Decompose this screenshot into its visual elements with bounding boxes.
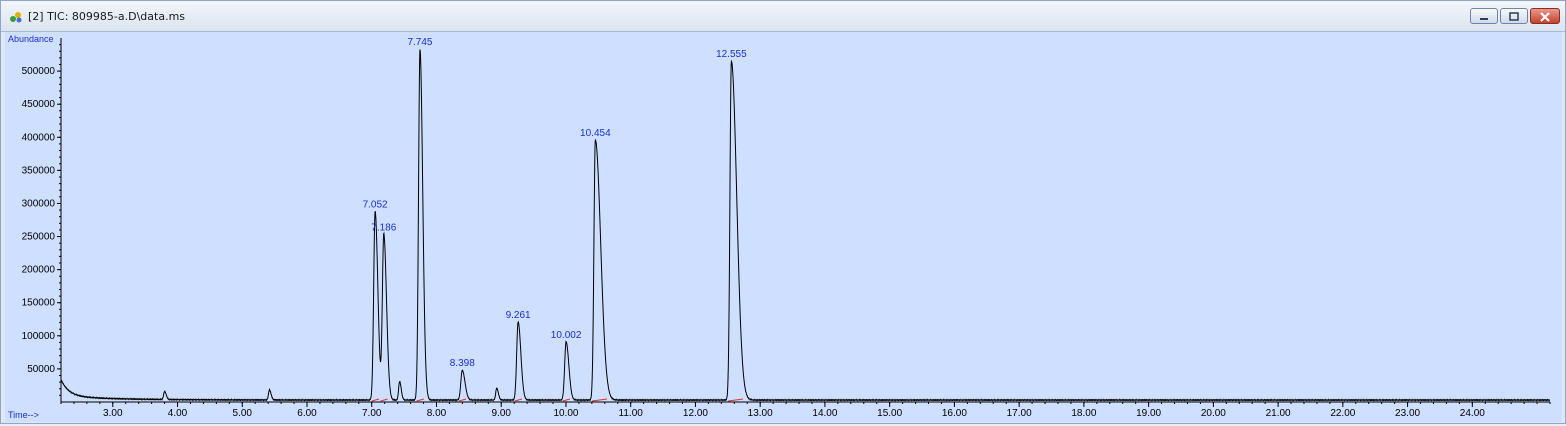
peak-labels: 7.052 7.186 7.745 8.398 9.261 10.002 10.454 12.…	[363, 37, 748, 369]
x-axis-title: Time-->	[8, 410, 39, 420]
y-tick-label: 350000	[22, 165, 56, 176]
x-tick-label: 13.00	[748, 408, 773, 419]
y-tick-label: 250000	[22, 232, 56, 243]
x-tick-labels: 3.00 4.00 5.00 6.00 7.00 8.00 9.00 10.00 11.00 12…	[103, 408, 1485, 419]
chart-axes	[57, 38, 1551, 407]
integration-baseline	[514, 398, 523, 402]
x-tick-label: 22.00	[1330, 408, 1355, 419]
y-tick-labels: 50000 100000 150000 200000 250000 300000 35000…	[22, 66, 56, 375]
peak-label: 7.052	[363, 199, 388, 210]
x-tick-label: 19.00	[1136, 408, 1161, 419]
x-tick-label: 12.00	[683, 408, 708, 419]
integration-baseline	[562, 398, 571, 402]
integration-baseline	[728, 398, 744, 402]
tic-trace	[60, 49, 1551, 402]
x-tick-label: 23.00	[1395, 408, 1420, 419]
maximize-icon	[1509, 12, 1519, 21]
peak-label: 10.454	[580, 128, 611, 139]
title-bar[interactable]: [2] TIC: 809985-a.D\data.ms	[1, 1, 1565, 32]
x-tick-label: 14.00	[812, 408, 837, 419]
x-tick-label: 7.00	[362, 408, 382, 419]
y-tick-label: 300000	[22, 198, 56, 209]
peak-label: 10.002	[551, 330, 582, 341]
y-tick-label: 450000	[22, 99, 56, 110]
peak-label: 7.186	[371, 223, 396, 234]
peak-label: 9.261	[506, 310, 531, 321]
x-tick-label: 15.00	[877, 408, 902, 419]
x-tick-label: 10.00	[553, 408, 578, 419]
y-tick-label: 400000	[22, 132, 56, 143]
close-button[interactable]	[1530, 8, 1560, 24]
close-icon	[1540, 12, 1550, 22]
peak-label: 8.398	[450, 358, 475, 369]
minimize-icon	[1480, 18, 1488, 20]
chemstation-app-icon	[10, 12, 22, 23]
x-tick-label: 8.00	[427, 408, 447, 419]
x-tick-label: 4.00	[168, 408, 188, 419]
x-tick-label: 11.00	[619, 408, 644, 419]
y-tick-label: 50000	[27, 364, 55, 375]
x-tick-label: 20.00	[1201, 408, 1226, 419]
y-tick-label: 100000	[22, 331, 56, 342]
window-title: [2] TIC: 809985-a.D\data.ms	[28, 10, 186, 23]
maximize-button[interactable]	[1500, 8, 1528, 24]
x-tick-label: 17.00	[1007, 408, 1032, 419]
integration-markers	[371, 398, 744, 402]
y-tick-label: 500000	[22, 66, 56, 77]
x-tick-label: 9.00	[491, 408, 511, 419]
x-tick-label: 3.00	[103, 408, 123, 419]
integration-baseline	[458, 398, 467, 402]
integration-baseline	[592, 398, 608, 402]
peak-label: 12.555	[716, 49, 747, 60]
peak-label: 7.745	[407, 37, 432, 48]
integration-baseline	[371, 398, 380, 402]
y-axis-title: Abundance	[8, 34, 54, 44]
integration-baseline	[416, 398, 424, 402]
x-tick-label: 21.00	[1266, 408, 1291, 419]
chromatogram-plot-area[interactable]: 50000 100000 150000 200000 250000 300000 35000…	[5, 32, 1562, 422]
x-tick-label: 6.00	[297, 408, 317, 419]
x-tick-label: 16.00	[942, 408, 967, 419]
y-tick-label: 150000	[22, 298, 56, 309]
x-tick-label: 24.00	[1460, 408, 1485, 419]
minimize-button[interactable]	[1470, 8, 1498, 24]
tic-chart[interactable]: 50000 100000 150000 200000 250000 300000 35000…	[5, 32, 1562, 422]
x-tick-label: 5.00	[233, 408, 253, 419]
x-tick-label: 18.00	[1071, 408, 1096, 419]
integration-baseline	[380, 398, 388, 402]
y-tick-label: 200000	[22, 265, 56, 276]
